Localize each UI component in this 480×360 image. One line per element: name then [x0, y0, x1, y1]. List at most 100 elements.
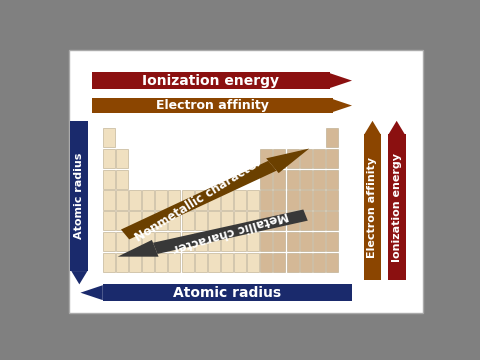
Bar [195, 211, 207, 230]
Bar [103, 149, 115, 168]
Bar [155, 190, 168, 210]
Polygon shape [266, 149, 309, 173]
Text: Electron affinity: Electron affinity [156, 99, 269, 112]
Bar [274, 253, 286, 272]
Bar [103, 211, 115, 230]
Bar [181, 232, 193, 251]
Bar [221, 211, 233, 230]
Bar [155, 232, 168, 251]
Bar [116, 149, 128, 168]
Bar [92, 98, 333, 113]
Bar [208, 253, 220, 272]
Bar [208, 211, 220, 230]
Bar [274, 211, 286, 230]
Bar [300, 211, 312, 230]
Bar [234, 211, 246, 230]
Bar [168, 253, 180, 272]
Bar [260, 190, 272, 210]
Bar [287, 211, 299, 230]
Bar [313, 253, 325, 272]
Bar [142, 232, 154, 251]
Bar [168, 232, 180, 251]
Bar [260, 211, 272, 230]
Bar [326, 253, 338, 272]
Bar [221, 190, 233, 210]
Bar [116, 190, 128, 210]
Text: Metallic character: Metallic character [171, 208, 290, 255]
Bar [287, 170, 299, 189]
Bar [142, 211, 154, 230]
Bar [326, 149, 338, 168]
Bar [208, 232, 220, 251]
Bar [129, 211, 141, 230]
Bar [300, 232, 312, 251]
Bar [260, 253, 272, 272]
Bar [247, 232, 259, 251]
Bar [181, 211, 193, 230]
Bar [116, 211, 128, 230]
Polygon shape [330, 73, 352, 88]
Bar [326, 128, 338, 147]
Bar [287, 149, 299, 168]
Bar [181, 190, 193, 210]
Bar [313, 149, 325, 168]
Bar [92, 72, 330, 89]
Text: Nonmetallic character: Nonmetallic character [133, 156, 264, 244]
Bar [260, 232, 272, 251]
Bar [155, 211, 168, 230]
Text: Atomic radius: Atomic radius [74, 153, 84, 239]
Bar [313, 232, 325, 251]
Bar [247, 190, 259, 210]
Bar [129, 232, 141, 251]
Polygon shape [333, 99, 352, 112]
Bar [274, 190, 286, 210]
Bar [300, 149, 312, 168]
Bar [300, 170, 312, 189]
FancyBboxPatch shape [69, 50, 423, 314]
Bar [142, 190, 154, 210]
Bar [103, 190, 115, 210]
Bar [234, 190, 246, 210]
Bar [274, 170, 286, 189]
Bar [363, 134, 382, 280]
Bar [287, 190, 299, 210]
Bar [195, 190, 207, 210]
Bar [388, 134, 406, 280]
Bar [247, 253, 259, 272]
Bar [116, 170, 128, 189]
Bar [234, 253, 246, 272]
Text: Ionization energy: Ionization energy [142, 74, 279, 87]
Bar [313, 170, 325, 189]
Bar [326, 170, 338, 189]
Bar [116, 253, 128, 272]
Polygon shape [153, 210, 308, 254]
Bar [155, 253, 168, 272]
Bar [103, 253, 115, 272]
Bar [274, 232, 286, 251]
Bar [287, 232, 299, 251]
Bar [234, 232, 246, 251]
Bar [103, 128, 115, 147]
Bar [71, 121, 88, 271]
Polygon shape [72, 271, 87, 284]
Bar [326, 190, 338, 210]
Polygon shape [118, 240, 158, 257]
Bar [221, 232, 233, 251]
Bar [247, 211, 259, 230]
Text: Ionization energy: Ionization energy [392, 153, 402, 262]
Polygon shape [364, 121, 381, 134]
Text: Electron affinity: Electron affinity [368, 157, 377, 258]
Bar [326, 232, 338, 251]
Bar [142, 253, 154, 272]
Bar [300, 253, 312, 272]
Bar [195, 232, 207, 251]
Bar [313, 211, 325, 230]
Bar [221, 253, 233, 272]
Bar [313, 190, 325, 210]
Polygon shape [81, 285, 103, 300]
Bar [116, 232, 128, 251]
Polygon shape [121, 161, 276, 239]
Bar [181, 253, 193, 272]
Bar [326, 211, 338, 230]
Bar [103, 170, 115, 189]
